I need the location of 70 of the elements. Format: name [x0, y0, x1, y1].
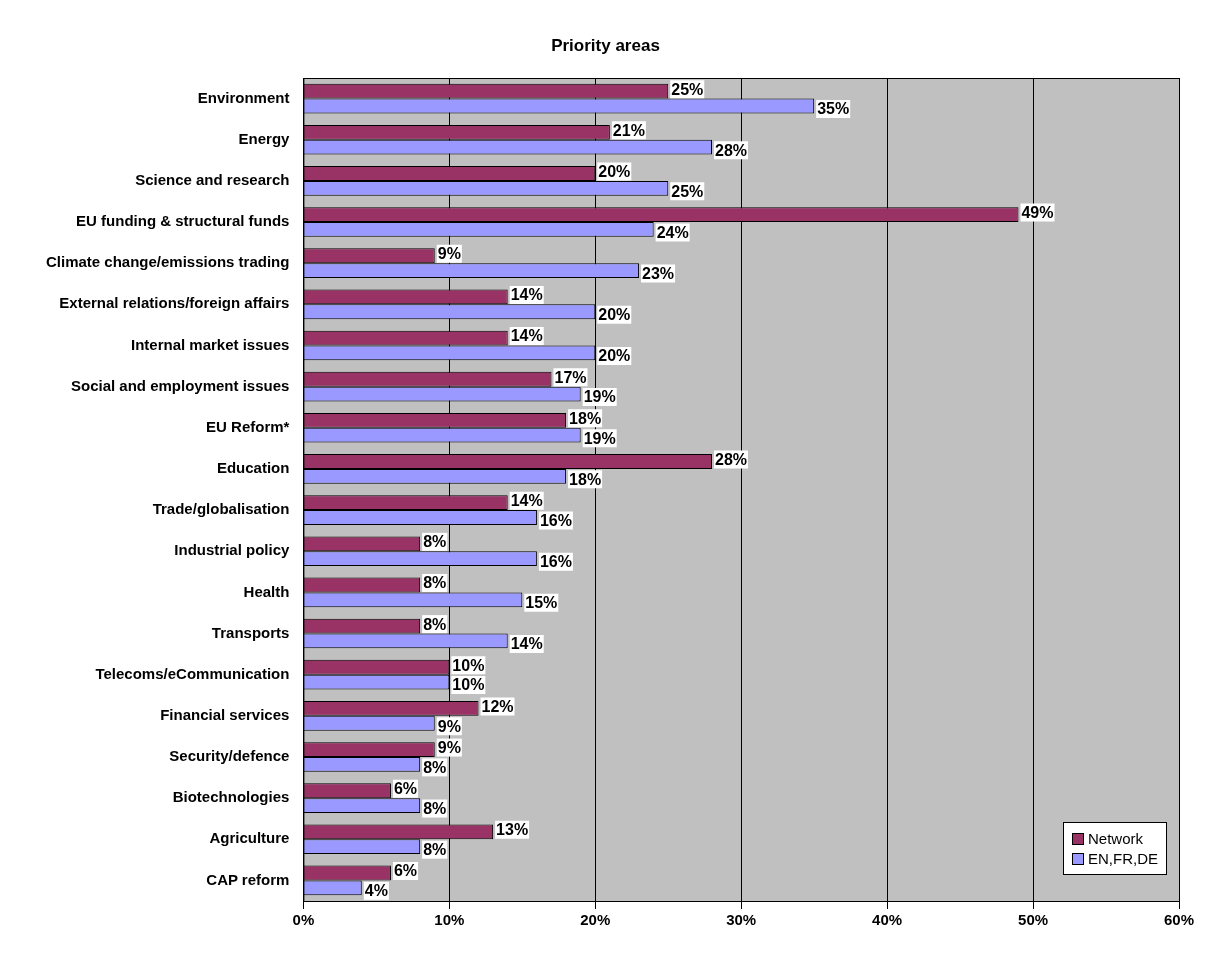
data-label: 13%: [496, 821, 529, 839]
y-tick-label: EU Reform*: [206, 417, 290, 435]
data-label: 20%: [598, 347, 631, 365]
y-tick-label: Energy: [238, 129, 291, 147]
data-label: 49%: [1021, 204, 1054, 222]
data-label: 9%: [437, 717, 461, 735]
x-tick-label: 10%: [434, 911, 465, 929]
y-tick-label: Industrial policy: [174, 541, 291, 559]
x-tick-label: 50%: [1018, 911, 1049, 929]
data-label: 8%: [423, 799, 447, 817]
y-tick-label: Trade/globalisation: [152, 500, 290, 518]
legend-label: EN,FR,DE: [1087, 850, 1158, 867]
y-tick-label: Social and employment issues: [70, 376, 290, 394]
data-label: 10%: [452, 656, 485, 674]
x-tick-label: 40%: [872, 911, 903, 929]
data-label: 14%: [510, 635, 543, 653]
y-tick-label: Health: [243, 582, 290, 600]
x-tick-label: 0%: [292, 911, 315, 929]
data-label: 12%: [481, 697, 514, 715]
data-label: 28%: [715, 141, 748, 159]
data-label: 8%: [423, 758, 447, 776]
data-label: 4%: [364, 882, 388, 900]
data-label: 16%: [539, 553, 572, 571]
data-label: 19%: [583, 429, 616, 447]
data-label: 15%: [525, 594, 558, 612]
data-label: 18%: [569, 470, 602, 488]
data-label: 24%: [656, 223, 689, 241]
x-tick-label: 60%: [1163, 911, 1195, 929]
y-tick-label: External relations/foreign affairs: [59, 294, 290, 312]
y-tick-label: Financial services: [160, 705, 290, 723]
data-label: 10%: [452, 676, 485, 694]
y-tick-label: Education: [216, 459, 290, 477]
x-tick-label: 20%: [580, 911, 611, 929]
y-tick-label: Climate change/emissions trading: [45, 253, 290, 271]
y-tick-label: CAP reform: [206, 870, 290, 888]
data-label: 35%: [817, 100, 850, 118]
y-tick-label: Biotechnologies: [172, 788, 290, 806]
data-label: 28%: [715, 450, 748, 468]
y-tick-label: Security/defence: [169, 747, 290, 765]
data-label: 25%: [671, 80, 704, 98]
data-label: 16%: [539, 511, 572, 529]
y-tick-label: Transports: [211, 623, 290, 641]
data-label: 9%: [437, 245, 461, 263]
y-tick-label: Telecoms/eCommunication: [95, 664, 290, 682]
data-label: 14%: [510, 327, 543, 345]
data-label: 8%: [423, 533, 447, 551]
data-label: 6%: [393, 862, 418, 880]
data-label: 6%: [393, 780, 418, 798]
data-label: 19%: [583, 388, 616, 406]
chart-title: Priority areas: [550, 36, 661, 56]
data-label: 8%: [423, 574, 447, 592]
data-label: 8%: [423, 615, 447, 633]
data-label: 8%: [423, 841, 447, 859]
y-tick-label: EU funding & structural funds: [76, 212, 290, 230]
data-label: 18%: [569, 409, 602, 427]
data-label: 14%: [510, 286, 543, 304]
data-label: 17%: [554, 368, 587, 386]
y-tick-label: Environment: [197, 88, 290, 106]
data-label: 25%: [671, 182, 704, 200]
legend-label: Network: [1087, 830, 1143, 847]
y-tick-label: Agriculture: [209, 829, 290, 847]
data-label: 21%: [612, 121, 645, 139]
x-tick-label: 30%: [726, 911, 757, 929]
data-label: 14%: [510, 492, 543, 510]
data-label: 9%: [437, 738, 461, 756]
y-tick-label: Science and research: [135, 171, 290, 189]
data-label: 23%: [642, 264, 675, 282]
data-label: 20%: [598, 306, 631, 324]
data-label: 20%: [598, 162, 631, 180]
y-tick-label: Internal market issues: [130, 335, 290, 353]
